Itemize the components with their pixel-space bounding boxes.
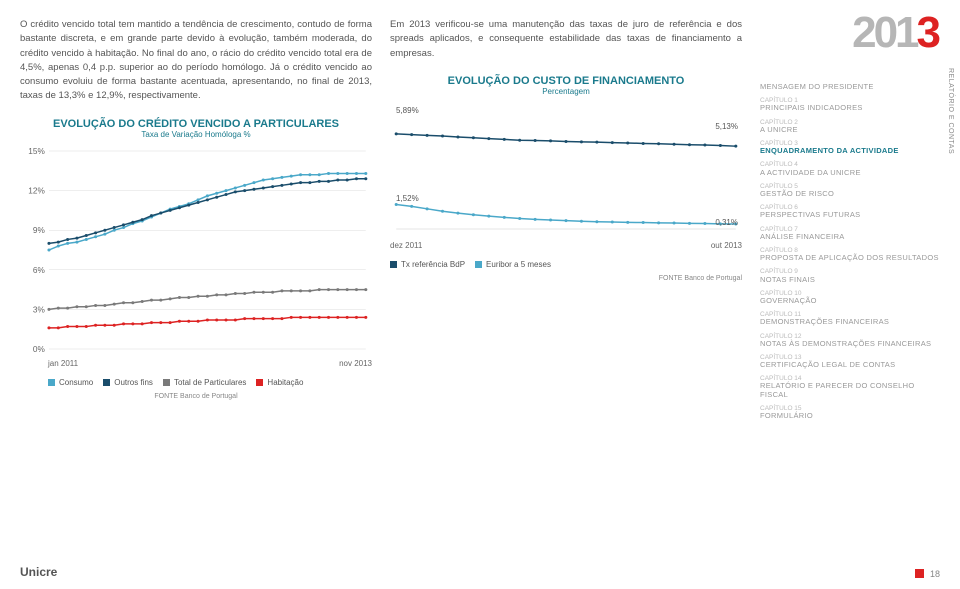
nav-item-5[interactable]: CAPÍTULO 5GESTÃO DE RISCO: [760, 183, 940, 198]
svg-text:3%: 3%: [33, 305, 45, 314]
nav-list: MENSAGEM DO PRESIDENTE CAPÍTULO 1PRINCIPA…: [760, 83, 940, 420]
svg-text:15%: 15%: [28, 147, 45, 156]
svg-text:12%: 12%: [28, 186, 45, 195]
legend-item: Consumo: [48, 378, 93, 387]
nav-item-8[interactable]: CAPÍTULO 8PROPOSTA DE APLICAÇÃO DOS RESU…: [760, 247, 940, 262]
legend-item: Total de Particulares: [163, 378, 246, 387]
svg-text:6%: 6%: [33, 265, 45, 274]
right-x-start: dez 2011: [390, 241, 422, 250]
legend-item: Outros fins: [103, 378, 153, 387]
nav-item-11[interactable]: CAPÍTULO 11DEMONSTRAÇÕES FINANCEIRAS: [760, 311, 940, 326]
left-chart: 15% 12% 9% 6% 3% 0%: [20, 145, 372, 355]
legend-item: Tx referência BdP: [390, 260, 465, 269]
right-x-end: out 2013: [711, 241, 742, 250]
nav-item-7[interactable]: CAPÍTULO 7ANÁLISE FINANCEIRA: [760, 226, 940, 241]
lbl-tx-start: 5,89%: [396, 106, 419, 115]
nav-item-12[interactable]: CAPÍTULO 12NOTAS ÀS DEMONSTRAÇÕES FINANC…: [760, 333, 940, 348]
legend-item: Euribor a 5 meses: [475, 260, 551, 269]
right-legend: Tx referência BdP Euribor a 5 meses: [390, 260, 742, 269]
nav-item-9[interactable]: CAPÍTULO 9NOTAS FINAIS: [760, 268, 940, 283]
right-chart-subtitle: Percentagem: [390, 87, 742, 96]
nav-item-15[interactable]: CAPÍTULO 15FORMULÁRIO: [760, 405, 940, 420]
nav-item-4[interactable]: CAPÍTULO 4A ACTIVIDADE DA UNICRE: [760, 161, 940, 176]
lbl-tx-end: 5,13%: [715, 122, 738, 131]
left-fonte: FONTE Banco de Portugal: [20, 393, 372, 400]
left-x-start: jan 2011: [48, 359, 78, 368]
footer-logo: Unicre: [20, 565, 57, 579]
svg-text:0%: 0%: [33, 345, 45, 354]
left-paragraph: O crédito vencido total tem mantido a te…: [20, 18, 372, 104]
legend-item: Habitação: [256, 378, 303, 387]
left-legend: Consumo Outros fins Total de Particulares H…: [48, 378, 372, 387]
right-chart-title: EVOLUÇÃO DO CUSTO DE FINANCIAMENTO: [390, 75, 742, 87]
left-chart-subtitle: Taxa de Variação Homóloga %: [20, 130, 372, 139]
nav-item-2[interactable]: CAPÍTULO 2A UNICRE: [760, 119, 940, 134]
left-chart-title: EVOLUÇÃO DO CRÉDITO VENCIDO A PARTICULAR…: [20, 118, 372, 130]
lbl-eu-end: 0,31%: [715, 218, 738, 227]
brand-year: 2013: [852, 8, 938, 58]
nav-item-3[interactable]: CAPÍTULO 3ENQUADRAMENTO DA ACTIVIDADE: [760, 140, 940, 155]
nav-item-10[interactable]: CAPÍTULO 10GOVERNAÇÃO: [760, 290, 940, 305]
nav-item-14[interactable]: CAPÍTULO 14RELATÓRIO E PARECER DO CONSEL…: [760, 375, 940, 399]
right-fonte: FONTE Banco de Portugal: [390, 275, 742, 282]
right-chart: 5,89% 5,13% 1,52% 0,31%: [390, 102, 742, 237]
nav-item-13[interactable]: CAPÍTULO 13CERTIFICAÇÃO LEGAL DE CONTAS: [760, 354, 940, 369]
svg-text:9%: 9%: [33, 226, 45, 235]
sidebar-tab: RELATÓRIO E CONTAS: [947, 68, 954, 154]
nav-item-6[interactable]: CAPÍTULO 6PERSPECTIVAS FUTURAS: [760, 204, 940, 219]
footer-page: 18: [915, 569, 940, 579]
lbl-eu-start: 1,52%: [396, 194, 419, 203]
right-paragraph: Em 2013 verificou-se uma manutenção das …: [390, 18, 742, 61]
left-x-end: nov 2013: [339, 359, 372, 368]
nav-item-1[interactable]: CAPÍTULO 1PRINCIPAIS INDICADORES: [760, 97, 940, 112]
nav-item-0[interactable]: MENSAGEM DO PRESIDENTE: [760, 83, 940, 91]
